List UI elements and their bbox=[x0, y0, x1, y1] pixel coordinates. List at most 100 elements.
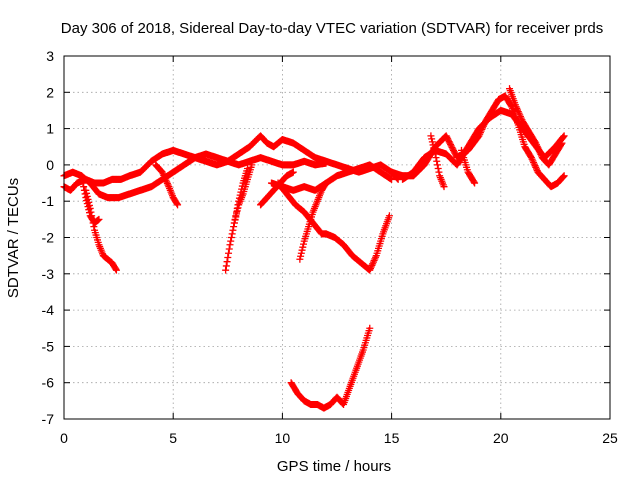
data-point bbox=[297, 249, 305, 257]
series-arc-16 bbox=[427, 132, 448, 191]
data-point bbox=[297, 252, 305, 260]
data-point bbox=[431, 147, 439, 155]
y-tick-label: 2 bbox=[46, 84, 54, 100]
x-tick-label: 25 bbox=[602, 430, 618, 446]
data-point bbox=[322, 159, 330, 167]
data-point bbox=[517, 114, 525, 122]
data-point bbox=[559, 133, 567, 141]
data-point bbox=[368, 261, 376, 269]
data-point bbox=[513, 104, 521, 112]
data-point bbox=[160, 171, 168, 179]
series-arc-17 bbox=[457, 146, 479, 187]
data-point bbox=[161, 175, 169, 183]
data-point bbox=[558, 139, 566, 147]
data-point bbox=[530, 158, 538, 166]
data-point bbox=[230, 223, 238, 231]
data-point bbox=[223, 258, 231, 266]
data-point bbox=[222, 262, 230, 270]
x-axis-title: GPS time / hours bbox=[277, 458, 391, 475]
data-point bbox=[174, 201, 182, 209]
data-point bbox=[322, 179, 330, 187]
data-point bbox=[430, 144, 438, 152]
series-arc-7 bbox=[230, 161, 256, 227]
data-point bbox=[559, 173, 567, 181]
data-point bbox=[233, 210, 241, 218]
data-point bbox=[162, 176, 170, 184]
data-point bbox=[234, 204, 242, 212]
data-point bbox=[427, 132, 435, 140]
x-tick-label: 10 bbox=[275, 430, 291, 446]
y-tick-label: -2 bbox=[42, 230, 55, 246]
data-point bbox=[163, 178, 171, 186]
data-point bbox=[385, 212, 393, 220]
y-tick-label: 3 bbox=[46, 48, 54, 64]
data-point bbox=[229, 226, 237, 234]
data-point bbox=[298, 246, 306, 254]
data-point bbox=[530, 160, 538, 168]
data-point bbox=[225, 249, 233, 257]
data-point bbox=[159, 170, 167, 178]
data-point bbox=[535, 146, 543, 154]
data-point bbox=[432, 154, 440, 162]
y-tick-label: -6 bbox=[42, 375, 55, 391]
data-point bbox=[226, 241, 234, 249]
y-axis-title: SDTVAR / TECUs bbox=[5, 178, 22, 298]
y-tick-label: -5 bbox=[42, 338, 55, 354]
y-tick-label: -4 bbox=[42, 302, 55, 318]
x-tick-label: 5 bbox=[169, 430, 177, 446]
data-series bbox=[60, 85, 568, 412]
data-point bbox=[296, 255, 304, 263]
series-arc-14 bbox=[388, 92, 568, 191]
data-point bbox=[82, 194, 90, 202]
data-point bbox=[173, 200, 181, 208]
series-arc-4 bbox=[77, 172, 103, 227]
data-point bbox=[83, 197, 91, 205]
data-point bbox=[231, 216, 239, 224]
data-point bbox=[299, 243, 307, 251]
data-point bbox=[77, 172, 85, 180]
data-point bbox=[537, 150, 545, 158]
data-point bbox=[164, 181, 172, 189]
x-tick-label: 15 bbox=[384, 430, 400, 446]
data-point bbox=[536, 149, 544, 157]
data-point bbox=[431, 150, 439, 158]
data-point bbox=[369, 258, 377, 266]
data-point bbox=[230, 219, 238, 227]
data-point bbox=[557, 140, 565, 148]
data-point bbox=[532, 141, 540, 149]
data-point bbox=[533, 142, 541, 150]
data-point bbox=[514, 106, 522, 114]
data-point bbox=[428, 135, 436, 143]
data-point bbox=[84, 203, 92, 211]
data-point bbox=[112, 266, 120, 274]
y-tick-label: -1 bbox=[42, 193, 55, 209]
data-point bbox=[532, 163, 540, 171]
series-arc-5 bbox=[152, 161, 182, 209]
y-tick-label: 1 bbox=[46, 121, 54, 137]
series-arc-18 bbox=[506, 85, 566, 169]
data-point bbox=[470, 178, 478, 186]
data-point bbox=[532, 139, 540, 147]
data-point bbox=[433, 157, 441, 165]
data-point bbox=[535, 147, 543, 155]
data-point bbox=[232, 213, 240, 221]
data-point bbox=[80, 183, 88, 191]
data-point bbox=[429, 141, 437, 149]
data-point bbox=[248, 161, 256, 169]
data-point bbox=[514, 108, 522, 116]
data-point bbox=[321, 180, 329, 188]
data-point bbox=[83, 200, 91, 208]
data-point bbox=[512, 103, 520, 111]
data-point bbox=[529, 157, 537, 165]
data-point bbox=[433, 161, 441, 169]
data-point bbox=[300, 240, 308, 248]
data-point bbox=[227, 234, 235, 241]
data-point bbox=[440, 183, 448, 191]
data-point bbox=[434, 165, 442, 173]
axis-ticks bbox=[63, 55, 611, 420]
plot-frame bbox=[63, 55, 611, 420]
data-point bbox=[559, 173, 567, 181]
data-point bbox=[95, 215, 103, 223]
data-point bbox=[369, 260, 377, 268]
